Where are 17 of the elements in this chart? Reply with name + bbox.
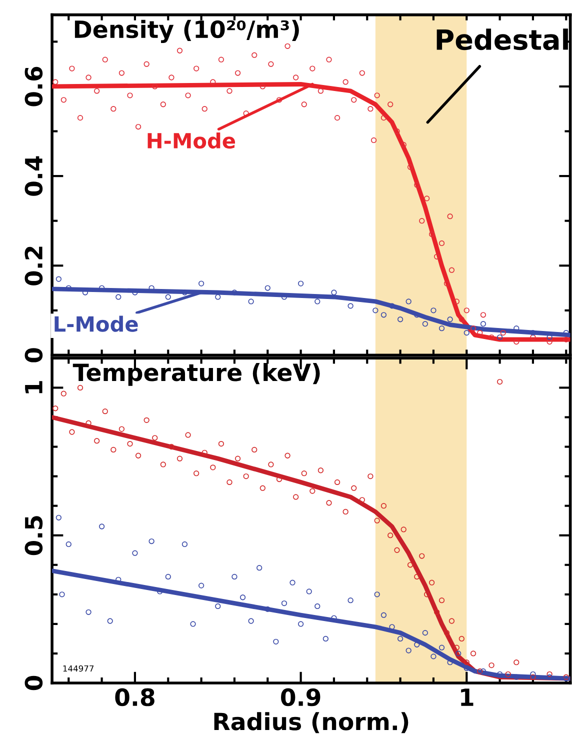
x-axis-title: Radius (norm.) — [214, 712, 408, 734]
x-tick-label: 0.8 — [115, 688, 154, 706]
y-tick-label: 0 — [24, 348, 43, 362]
y-tick-label: 0 — [24, 676, 43, 690]
x-tick-label: 1 — [461, 688, 474, 706]
chart-title: Density (10²⁰/m³) — [74, 20, 299, 43]
y-tick-label: 0.5 — [24, 516, 43, 556]
y-tick-label: 0.2 — [24, 246, 43, 286]
annotation: L-Mode — [54, 316, 138, 332]
chart-title: Temperature (keV) — [72, 363, 320, 386]
annotation: 144977 — [63, 665, 94, 672]
y-tick-label: 0.4 — [24, 156, 43, 196]
x-tick-label: 0.9 — [281, 688, 320, 706]
annotation: H-Mode — [148, 132, 236, 149]
band-label: Pedestal — [436, 28, 568, 50]
y-tick-label: 0.6 — [24, 66, 43, 106]
y-tick-label: 1 — [25, 381, 42, 394]
